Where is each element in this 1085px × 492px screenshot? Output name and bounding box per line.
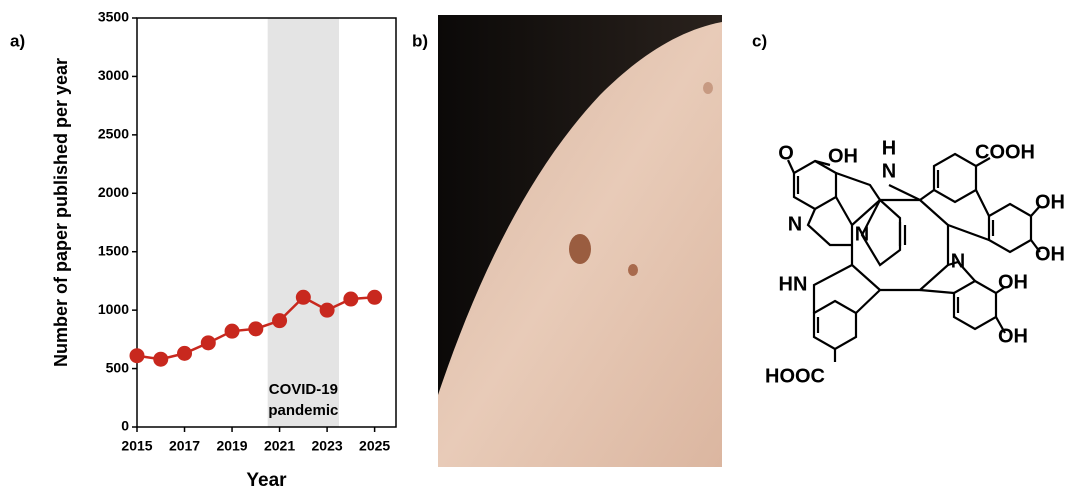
panel-label: a) <box>10 31 25 50</box>
atom-label: OH <box>998 325 1028 347</box>
mole <box>703 82 713 94</box>
data-point <box>248 321 263 336</box>
y-tick-label: 500 <box>106 359 130 375</box>
data-point <box>367 290 382 305</box>
panel-label: b) <box>412 31 428 50</box>
panel-label: c) <box>752 31 767 50</box>
y-axis-label: Number of paper published per year <box>51 58 71 367</box>
data-point <box>225 324 240 339</box>
atom-label: N <box>951 250 965 272</box>
figure: COVID-19 pandemic 0 500 1000 1500 2000 2500 3000… <box>0 0 1085 492</box>
data-point <box>296 290 311 305</box>
photo-panel: b) <box>412 15 722 467</box>
mole <box>569 234 591 264</box>
data-point <box>201 335 216 350</box>
x-tick-label: 2021 <box>264 438 295 454</box>
shaded-region <box>268 18 339 427</box>
data-point <box>153 352 168 367</box>
y-tick-label: 2500 <box>98 126 129 142</box>
atom-label: N <box>855 223 869 245</box>
x-tick-label: 2015 <box>121 438 152 454</box>
y-tick-label: 3000 <box>98 67 129 83</box>
atom-label: OH <box>1035 191 1065 213</box>
y-tick-label: 3500 <box>98 9 129 25</box>
atom-label: COOH <box>975 141 1035 163</box>
atom-label: H <box>882 137 896 159</box>
y-tick-label: 2000 <box>98 184 129 200</box>
atom-label: HN <box>779 273 808 295</box>
structure-panel: c) O OH H N COOH N N OH OH N HN OH OH HO… <box>752 31 1065 387</box>
x-tick-label: 2025 <box>359 438 390 454</box>
atom-label: N <box>788 213 802 235</box>
data-point <box>320 303 335 318</box>
y-tick-label: 0 <box>121 418 129 434</box>
y-tick-label: 1500 <box>98 242 129 258</box>
atom-label: N <box>882 160 896 182</box>
atom-label: OH <box>1035 243 1065 265</box>
region-label: pandemic <box>268 402 338 419</box>
data-point <box>272 313 287 328</box>
x-tick-label: 2023 <box>312 438 343 454</box>
region-label: COVID-19 <box>269 381 338 398</box>
data-point <box>343 292 358 307</box>
data-point <box>177 346 192 361</box>
y-tick-label: 1000 <box>98 301 129 317</box>
atom-label: OH <box>828 145 858 167</box>
atom-label: OH <box>998 271 1028 293</box>
mole <box>628 264 638 276</box>
chart-panel: COVID-19 pandemic 0 500 1000 1500 2000 2500 3000… <box>10 9 396 491</box>
atom-label: HOOC <box>765 365 825 387</box>
data-point <box>130 348 145 363</box>
plot-frame <box>137 18 396 427</box>
x-tick-label: 2017 <box>169 438 200 454</box>
x-tick-label: 2019 <box>216 438 247 454</box>
atom-label: O <box>778 142 794 164</box>
x-axis-label: Year <box>246 470 287 491</box>
